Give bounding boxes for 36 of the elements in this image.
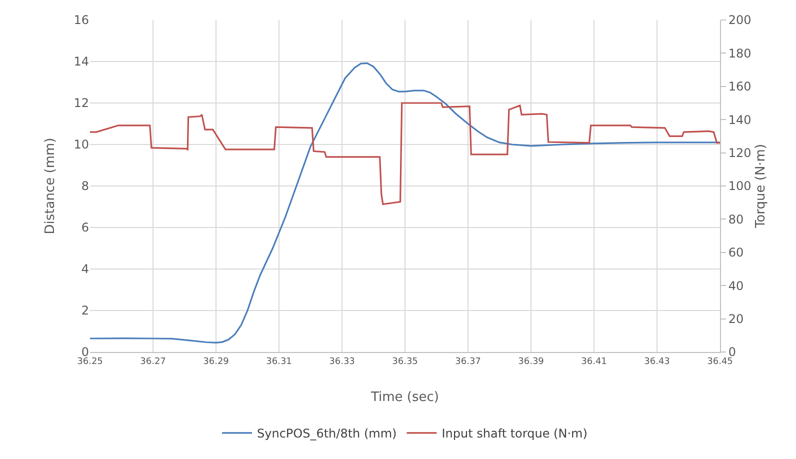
y-tick-label: 12 xyxy=(74,96,89,110)
x-tick-label: 36.27 xyxy=(140,356,166,367)
x-tick-label: 36.39 xyxy=(518,356,544,367)
y-tick-label: 8 xyxy=(81,179,89,194)
y-tick-label: 16 xyxy=(74,13,89,28)
x-tick-label: 36.45 xyxy=(707,356,733,367)
x-tick-label: 36.31 xyxy=(266,356,292,367)
y-tick-label: 4 xyxy=(81,262,89,276)
y2-tick-label: 120 xyxy=(728,146,752,160)
y2-tick-label: 160 xyxy=(728,80,752,94)
y2-tick-label: 80 xyxy=(728,212,744,226)
y2-tick-label: 140 xyxy=(728,112,752,127)
y-tick-label: 2 xyxy=(81,304,89,318)
x-tick-label: 36.37 xyxy=(455,356,481,367)
y2-tick-label: 20 xyxy=(728,312,744,326)
x-axis-title: Time (sec) xyxy=(370,390,440,405)
line-series xyxy=(90,102,720,206)
x-tick-label: 36.43 xyxy=(644,356,670,367)
x-tick-label: 36.25 xyxy=(77,356,103,367)
y2-tick-label: 200 xyxy=(728,13,752,28)
y2-tick-label: 180 xyxy=(728,46,752,60)
y-axis-title: Distance (mm) xyxy=(43,138,58,234)
y2-axis-title: Torque (N·m) xyxy=(753,144,768,230)
y2-tick-label: 60 xyxy=(728,246,744,260)
legend-label: Input shaft torque (N·m) xyxy=(442,426,588,441)
y-tick-label: 6 xyxy=(81,220,89,235)
line-series xyxy=(90,62,720,344)
legend-label: SyncPOS_6th/8th (mm) xyxy=(257,426,397,441)
y2-tick-label: 100 xyxy=(728,179,752,194)
y-tick-label: 14 xyxy=(74,54,89,69)
x-tick-label: 36.41 xyxy=(581,356,607,367)
x-tick-label: 36.35 xyxy=(392,356,418,367)
y2-tick-label: 40 xyxy=(728,278,744,293)
y-tick-label: 10 xyxy=(74,138,89,152)
x-tick-label: 36.33 xyxy=(329,356,355,367)
x-tick-label: 36.29 xyxy=(203,356,230,367)
